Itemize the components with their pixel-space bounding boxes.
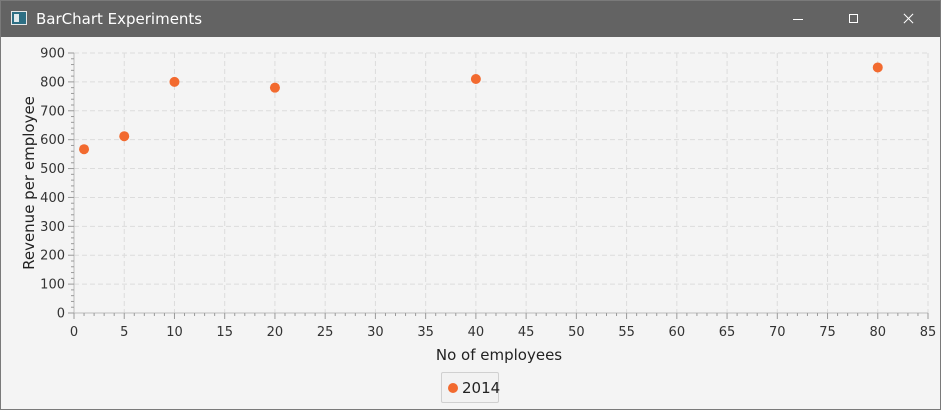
x-tick-label: 20 [267,325,284,340]
legend-series-label: 2014 [462,379,501,397]
data-point [79,144,90,155]
y-tick-label: 500 [40,162,65,177]
x-tick-label: 50 [568,325,585,340]
x-tick-label: 35 [417,325,434,340]
window-title: BarChart Experiments [36,10,203,28]
chart-grid [74,52,929,313]
y-tick-label: 700 [40,104,65,119]
minimize-button[interactable] [775,1,821,37]
y-tick-label: 0 [57,307,65,322]
y-axis-label: Revenue per employee [20,96,38,270]
x-tick-label: 40 [468,325,485,340]
x-tick-label: 60 [669,325,686,340]
x-tick-label: 80 [869,325,886,340]
y-tick-label: 300 [40,220,65,235]
data-point [169,76,180,87]
data-point [269,82,280,93]
axis-ticks: 0 5 10 15 20 25 30 35 40 45 50 55 60 65 70 75 80 85 0 100 20… [40,47,936,341]
x-tick-label: 0 [70,325,78,340]
y-tick-label: 900 [40,47,65,62]
data-point [872,62,883,73]
data-points [79,62,883,155]
x-axis-label: No of employees [436,346,562,364]
maximize-icon [849,14,858,23]
minimize-icon [793,19,803,20]
data-point [119,131,130,142]
x-tick-label: 30 [367,325,384,340]
y-tick-label: 800 [40,75,65,90]
x-tick-label: 10 [166,325,183,340]
close-button[interactable] [885,1,931,37]
x-tick-label: 55 [618,325,635,340]
y-tick-label: 600 [40,133,65,148]
x-tick-label: 5 [120,325,128,340]
maximize-button[interactable] [831,1,877,37]
title-bar[interactable]: BarChart Experiments [1,1,940,37]
x-tick-label: 75 [819,325,836,340]
x-tick-label: 15 [216,325,233,340]
app-icon [11,11,27,25]
y-tick-label: 200 [40,249,65,264]
x-tick-label: 65 [719,325,736,340]
y-tick-label: 400 [40,191,65,206]
x-tick-label: 85 [920,325,937,340]
x-tick-label: 45 [518,325,535,340]
legend-series-marker [448,383,458,393]
chart-legend: 2014 [441,372,501,403]
x-tick-label: 25 [317,325,334,340]
y-tick-label: 100 [40,278,65,293]
data-point [470,74,481,84]
scatter-chart: 0 5 10 15 20 25 30 35 40 45 50 55 60 65 70 75 80 85 0 100 20… [20,47,936,365]
x-tick-label: 70 [769,325,786,340]
